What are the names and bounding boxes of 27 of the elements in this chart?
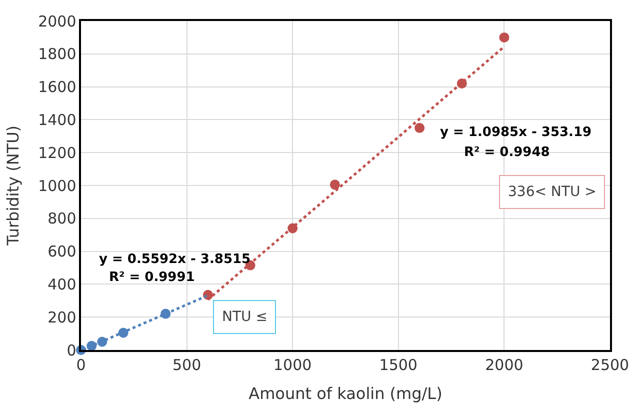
x-tick-label: 2500 [590,356,630,374]
y-tick-label: 800 [48,210,76,228]
x-tick-label: 1000 [274,356,312,374]
y-tick-label: 1200 [38,144,76,162]
annotation: NTU ≤ [222,309,268,325]
x-tick-label: 1500 [379,356,418,374]
y-tick-label: 1000 [38,176,76,195]
annotation: R² = 0.9948 [464,145,550,160]
y-tick-label: 0 [66,341,76,360]
x-tick-label: 2000 [485,356,524,374]
point [499,32,510,42]
x-axis-title: Amount of kaolin (mg/L) [248,384,442,403]
y-tick-label: 2000 [38,12,76,30]
annotation: y = 0.5592x - 3.8515 [99,252,251,267]
x-tick-label: 500 [172,356,202,374]
y-tick-label: 400 [48,275,76,294]
point [414,122,425,133]
annotation: R² = 0.9991 [109,270,195,285]
point [330,180,340,190]
y-tick-label: 1600 [38,78,76,96]
annotation: 336< NTU > [508,184,596,200]
y-tick-label: 1400 [38,110,76,129]
y-tick-label: 600 [48,242,76,261]
y-tick-label: 200 [48,308,76,326]
y-tick-label: 1800 [38,45,76,64]
y-axis-title: Turbidity (NTU) [3,125,22,247]
annotation: y = 1.0985x - 353.19 [440,125,592,140]
